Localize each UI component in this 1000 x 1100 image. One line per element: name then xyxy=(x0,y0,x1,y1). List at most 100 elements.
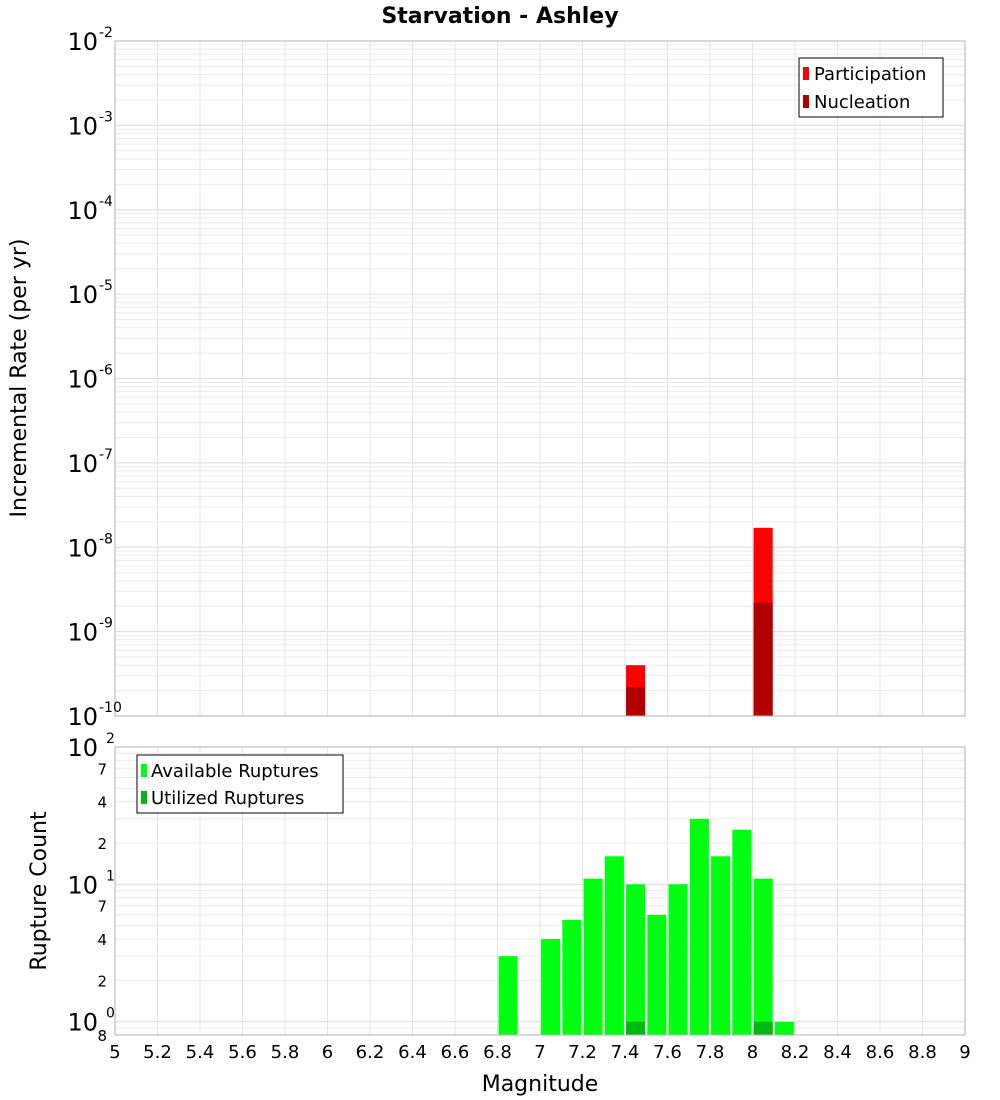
count-y-tick-label: 10 1 xyxy=(67,868,114,899)
rate-plot-frame xyxy=(114,40,966,717)
x-tick-label: 8.2 xyxy=(781,1042,810,1063)
y-tick-base: 10 xyxy=(67,281,98,309)
x-tick-label: 6.6 xyxy=(441,1042,470,1063)
y-tick-exponent: -10 xyxy=(99,700,122,716)
count-panel: 10 2 10 1 10 0 7 4 2 7 4 2 8 5 5.2 5.4 5.6 5.8 6 6.2 6.4 6.6… xyxy=(27,731,971,1097)
x-tick-label: 9 xyxy=(959,1042,970,1063)
rate-panel: 10-210-310-410-510-610-710-810-910-10 In… xyxy=(7,25,966,731)
y-tick-exponent: -4 xyxy=(99,194,113,210)
y-tick-base: 10 xyxy=(67,534,98,562)
rate-y-tick-label: 10 -6 xyxy=(67,363,113,394)
rate-y-tick-label: 10 -3 xyxy=(67,109,113,140)
rate-y-tick-label: 10 -10 xyxy=(67,700,121,731)
rate-y-tick-label: 10 -9 xyxy=(67,616,113,647)
y-tick-exponent: 0 xyxy=(106,1006,115,1022)
y-tick-base: 10 xyxy=(67,112,98,140)
count-legend: Available Ruptures Utilized Ruptures xyxy=(136,754,344,814)
y-tick-exponent: -7 xyxy=(99,447,113,463)
count-y-tick-labels: 10 2 10 1 10 0 7 4 2 7 4 2 8 xyxy=(67,731,114,1045)
legend-swatch-available-ruptures xyxy=(141,764,147,777)
legend-label-utilized-ruptures: Utilized Ruptures xyxy=(151,788,304,809)
count-y-tick-label: 10 0 xyxy=(67,1006,114,1037)
y-tick-base: 10 xyxy=(67,871,98,899)
bar-utilized-ruptures-m8-05 xyxy=(753,1021,773,1035)
legend-swatch-participation xyxy=(803,67,809,80)
x-tick-label: 8.8 xyxy=(908,1042,937,1063)
rate-y-tick-label: 10 -7 xyxy=(67,447,113,478)
rate-y-tick-label: 10 -2 xyxy=(67,25,113,56)
rate-y-tick-labels: 10-210-310-410-510-610-710-810-910-10 xyxy=(67,25,121,731)
count-y-minor-tick-label: 7 xyxy=(97,898,107,916)
x-tick-label: 7.4 xyxy=(611,1042,640,1063)
bar-available-ruptures-m7-75 xyxy=(689,818,709,1035)
bar-available-ruptures-m7-25 xyxy=(583,878,603,1035)
rate-legend: Participation Nucleation xyxy=(798,57,944,118)
bar-available-ruptures-m7-05 xyxy=(541,939,561,1035)
y-tick-exponent: -9 xyxy=(99,616,113,632)
x-tick-label: 5 xyxy=(109,1042,120,1063)
count-y-minor-tick-label: 7 xyxy=(97,760,107,778)
legend-swatch-nucleation xyxy=(803,95,809,108)
bar-available-ruptures-m7-95 xyxy=(732,829,752,1035)
x-tick-label: 6.4 xyxy=(398,1042,427,1063)
count-gridlines xyxy=(114,747,966,1036)
bar-available-ruptures-m7-35 xyxy=(604,856,624,1035)
x-tick-label: 6 xyxy=(322,1042,333,1063)
count-y-minor-tick-label: 2 xyxy=(97,835,107,853)
count-plot-frame xyxy=(114,746,966,1036)
x-tick-label: 5.4 xyxy=(186,1042,215,1063)
count-y-minor-tick-label: 8 xyxy=(97,1027,107,1045)
y-tick-base: 10 xyxy=(67,734,98,762)
y-tick-exponent: 1 xyxy=(106,868,115,884)
rate-y-tick-label: 10 -4 xyxy=(67,194,113,225)
bar-available-ruptures-m7-55 xyxy=(647,914,667,1035)
y-tick-base: 10 xyxy=(67,450,98,478)
legend-label-participation: Participation xyxy=(814,64,926,85)
y-tick-exponent: -3 xyxy=(99,109,113,125)
rate-gridlines xyxy=(114,41,966,717)
x-tick-label: 8 xyxy=(747,1042,758,1063)
y-tick-exponent: -8 xyxy=(99,531,113,547)
count-y-minor-tick-label: 2 xyxy=(97,972,107,990)
x-axis-label: Magnitude xyxy=(482,1072,599,1097)
y-tick-exponent: -6 xyxy=(99,363,113,379)
bar-available-ruptures-m7-85 xyxy=(711,856,731,1035)
rate-bars xyxy=(626,527,773,716)
x-tick-label: 5.8 xyxy=(271,1042,300,1063)
x-tick-label: 8.6 xyxy=(866,1042,895,1063)
bar-available-ruptures-m8-15 xyxy=(774,1021,794,1035)
y-tick-exponent: -2 xyxy=(99,25,113,41)
bar-available-ruptures-m7-15 xyxy=(562,920,582,1035)
x-tick-label: 7.2 xyxy=(568,1042,597,1063)
y-tick-exponent: -5 xyxy=(99,278,113,294)
chart-title: Starvation - Ashley xyxy=(381,4,618,29)
count-y-minor-tick-label: 4 xyxy=(97,794,107,812)
legend-label-nucleation: Nucleation xyxy=(814,92,910,113)
x-tick-label: 5.6 xyxy=(228,1042,257,1063)
bar-available-ruptures-m6-85 xyxy=(498,956,518,1035)
count-legend-box xyxy=(136,754,344,814)
rate-y-tick-label: 10 -5 xyxy=(67,278,113,309)
count-y-minor-tick-label: 4 xyxy=(97,931,107,949)
bar-utilized-ruptures-m7-45 xyxy=(626,1021,646,1035)
y-tick-base: 10 xyxy=(67,1009,98,1037)
bar-nucleation-m8-05 xyxy=(753,602,773,716)
x-tick-label: 5.2 xyxy=(143,1042,172,1063)
x-tick-label: 8.4 xyxy=(823,1042,852,1063)
rate-y-axis-label: Incremental Rate (per yr) xyxy=(7,239,32,518)
bar-available-ruptures-m7-65 xyxy=(668,884,688,1035)
x-tick-label: 7.8 xyxy=(696,1042,725,1063)
y-tick-exponent: 2 xyxy=(106,731,115,747)
bar-available-ruptures-m8-05 xyxy=(753,878,773,1035)
bar-available-ruptures-m7-45 xyxy=(626,884,646,1035)
x-tick-label: 6.2 xyxy=(356,1042,385,1063)
count-bars xyxy=(498,818,794,1035)
legend-label-available-ruptures: Available Ruptures xyxy=(151,761,319,782)
bar-nucleation-m7-45 xyxy=(626,687,646,716)
rate-legend-box xyxy=(798,57,944,118)
count-y-axis-label: Rupture Count xyxy=(27,811,52,971)
rate-y-tick-label: 10 -8 xyxy=(67,531,113,562)
x-tick-label: 7.6 xyxy=(653,1042,682,1063)
x-tick-label: 7 xyxy=(534,1042,545,1063)
